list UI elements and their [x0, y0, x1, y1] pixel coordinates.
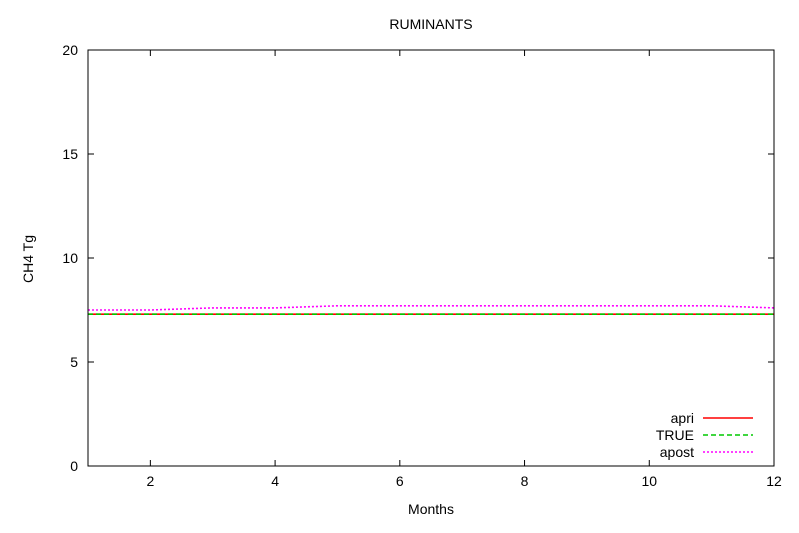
x-tick-label: 4 — [271, 473, 279, 489]
y-tick-label: 20 — [62, 42, 78, 58]
y-tick-label: 15 — [62, 146, 78, 162]
y-tick-label: 0 — [70, 458, 78, 474]
legend-label-true: TRUE — [656, 427, 694, 443]
y-tick-label: 5 — [70, 354, 78, 370]
legend-label-apri: apri — [671, 410, 694, 426]
legend-label-apost: apost — [660, 444, 694, 460]
x-tick-label: 6 — [396, 473, 404, 489]
x-tick-label: 8 — [521, 473, 529, 489]
plot-frame — [87, 49, 775, 467]
y-tick-label: 10 — [62, 250, 78, 266]
x-tick-label: 10 — [641, 473, 657, 489]
series-line-apost — [88, 304, 775, 311]
y-axis-label: CH4 Tg — [20, 235, 36, 283]
chart-title: RUMINANTS — [389, 16, 472, 32]
x-axis-label: Months — [408, 501, 454, 517]
x-tick-label: 2 — [146, 473, 154, 489]
x-tick-label: 12 — [766, 473, 782, 489]
